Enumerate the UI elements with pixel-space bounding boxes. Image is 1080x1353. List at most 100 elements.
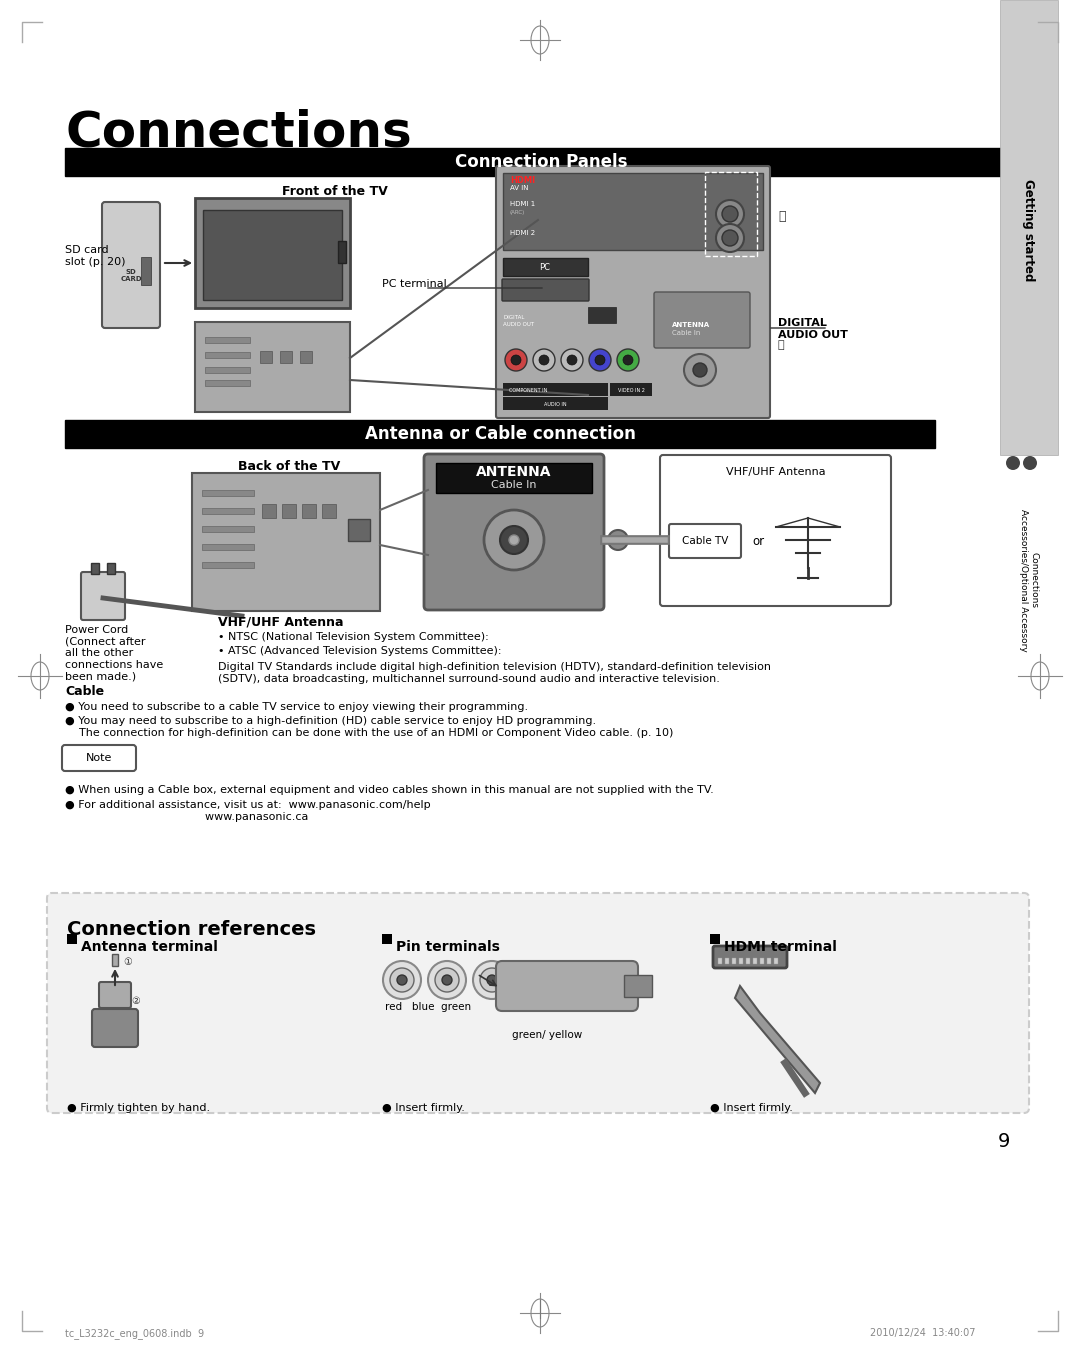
FancyBboxPatch shape bbox=[48, 893, 1029, 1114]
Text: Cable In: Cable In bbox=[491, 480, 537, 490]
Text: Pin terminals: Pin terminals bbox=[396, 940, 500, 954]
Text: Antenna or Cable connection: Antenna or Cable connection bbox=[365, 425, 635, 442]
Circle shape bbox=[484, 510, 544, 570]
Bar bbox=[205, 352, 249, 359]
Bar bbox=[107, 563, 114, 574]
Text: ②: ② bbox=[131, 996, 139, 1007]
Circle shape bbox=[567, 354, 577, 365]
Text: Ⓐ: Ⓐ bbox=[778, 210, 785, 222]
Circle shape bbox=[505, 349, 527, 371]
FancyBboxPatch shape bbox=[660, 455, 891, 606]
Text: ● Firmly tighten by hand.: ● Firmly tighten by hand. bbox=[67, 1103, 211, 1114]
Bar bbox=[202, 507, 254, 514]
Text: Note: Note bbox=[85, 754, 112, 763]
Bar bbox=[205, 367, 249, 373]
Bar bbox=[112, 954, 118, 966]
Bar bbox=[195, 322, 350, 413]
Text: Back of the TV: Back of the TV bbox=[221, 425, 323, 438]
Text: COMPONENT IN: COMPONENT IN bbox=[509, 387, 548, 392]
Circle shape bbox=[623, 354, 633, 365]
Circle shape bbox=[534, 349, 555, 371]
Text: ● You need to subscribe to a cable TV service to enjoy viewing their programming: ● You need to subscribe to a cable TV se… bbox=[65, 702, 528, 712]
Bar bbox=[192, 474, 380, 612]
Text: SD
CARD: SD CARD bbox=[120, 268, 141, 281]
Bar bbox=[503, 173, 762, 250]
Text: Connections: Connections bbox=[65, 108, 411, 156]
Circle shape bbox=[487, 976, 497, 985]
Circle shape bbox=[511, 354, 521, 365]
Bar bbox=[195, 198, 350, 308]
Text: 2010/12/24  13:40:07: 2010/12/24 13:40:07 bbox=[870, 1329, 975, 1338]
Text: Cable: Cable bbox=[65, 685, 104, 698]
FancyBboxPatch shape bbox=[424, 455, 604, 610]
Text: VHF/UHF Antenna: VHF/UHF Antenna bbox=[726, 467, 825, 478]
Circle shape bbox=[473, 961, 511, 999]
Text: DIGITAL: DIGITAL bbox=[503, 315, 525, 321]
Text: PC terminal: PC terminal bbox=[382, 279, 447, 290]
Text: Connection references: Connection references bbox=[67, 920, 316, 939]
Circle shape bbox=[428, 961, 465, 999]
Text: SD card
slot (p. 20): SD card slot (p. 20) bbox=[65, 245, 125, 267]
Bar bbox=[725, 958, 729, 963]
Text: Connection Panels: Connection Panels bbox=[455, 153, 627, 170]
Text: tc_L3232c_eng_0608.indb  9: tc_L3232c_eng_0608.indb 9 bbox=[65, 1329, 204, 1339]
Bar bbox=[202, 526, 254, 532]
Circle shape bbox=[480, 967, 504, 992]
Bar bbox=[322, 505, 336, 518]
Bar bbox=[65, 419, 935, 448]
Text: HDMI terminal: HDMI terminal bbox=[724, 940, 837, 954]
Text: Cable TV: Cable TV bbox=[681, 536, 728, 547]
Text: AUDIO IN: AUDIO IN bbox=[543, 402, 566, 406]
FancyBboxPatch shape bbox=[496, 166, 770, 418]
Text: ANTENNA: ANTENNA bbox=[476, 465, 552, 479]
Text: PC: PC bbox=[540, 262, 551, 272]
Text: Connections
Accessories/Optional Accessory: Connections Accessories/Optional Accesso… bbox=[1020, 509, 1039, 651]
Bar bbox=[262, 505, 276, 518]
Circle shape bbox=[608, 530, 627, 551]
Text: (ARC): (ARC) bbox=[510, 210, 525, 215]
Circle shape bbox=[617, 349, 639, 371]
FancyBboxPatch shape bbox=[81, 572, 125, 620]
Bar bbox=[588, 307, 616, 323]
Text: ● When using a Cable box, external equipment and video cables shown in this manu: ● When using a Cable box, external equip… bbox=[65, 785, 714, 796]
Text: ①: ① bbox=[123, 957, 132, 967]
Text: • NTSC (National Television System Committee):: • NTSC (National Television System Commi… bbox=[218, 632, 489, 643]
Text: AUDIO OUT: AUDIO OUT bbox=[503, 322, 535, 327]
Text: VHF/UHF Antenna: VHF/UHF Antenna bbox=[218, 616, 343, 628]
Circle shape bbox=[684, 354, 716, 386]
Circle shape bbox=[1005, 456, 1020, 469]
Bar bbox=[280, 350, 292, 363]
Bar bbox=[767, 958, 771, 963]
FancyBboxPatch shape bbox=[669, 524, 741, 557]
Bar bbox=[503, 396, 608, 410]
Circle shape bbox=[539, 354, 549, 365]
Circle shape bbox=[383, 961, 421, 999]
FancyBboxPatch shape bbox=[62, 746, 136, 771]
Circle shape bbox=[723, 206, 738, 222]
FancyBboxPatch shape bbox=[654, 292, 750, 348]
Bar bbox=[732, 958, 735, 963]
FancyBboxPatch shape bbox=[713, 946, 787, 967]
Bar bbox=[739, 958, 743, 963]
Circle shape bbox=[693, 363, 707, 377]
Bar bbox=[202, 561, 254, 568]
FancyBboxPatch shape bbox=[502, 279, 589, 300]
Text: Ⓑ: Ⓑ bbox=[778, 340, 785, 350]
FancyBboxPatch shape bbox=[99, 982, 131, 1008]
Text: Back of the TV: Back of the TV bbox=[238, 460, 340, 474]
Circle shape bbox=[397, 976, 407, 985]
Bar bbox=[91, 563, 99, 574]
Circle shape bbox=[390, 967, 414, 992]
Text: or: or bbox=[752, 534, 764, 548]
Circle shape bbox=[589, 349, 611, 371]
FancyBboxPatch shape bbox=[102, 202, 160, 327]
Bar bbox=[774, 958, 778, 963]
Text: ● For additional assistance, visit us at:  www.panasonic.com/help
              : ● For additional assistance, visit us at… bbox=[65, 800, 431, 821]
Bar bbox=[746, 958, 750, 963]
Bar bbox=[300, 350, 312, 363]
Bar bbox=[436, 463, 592, 492]
Circle shape bbox=[1023, 456, 1037, 469]
Bar bbox=[348, 520, 370, 541]
Circle shape bbox=[595, 354, 605, 365]
Bar bbox=[338, 241, 346, 262]
